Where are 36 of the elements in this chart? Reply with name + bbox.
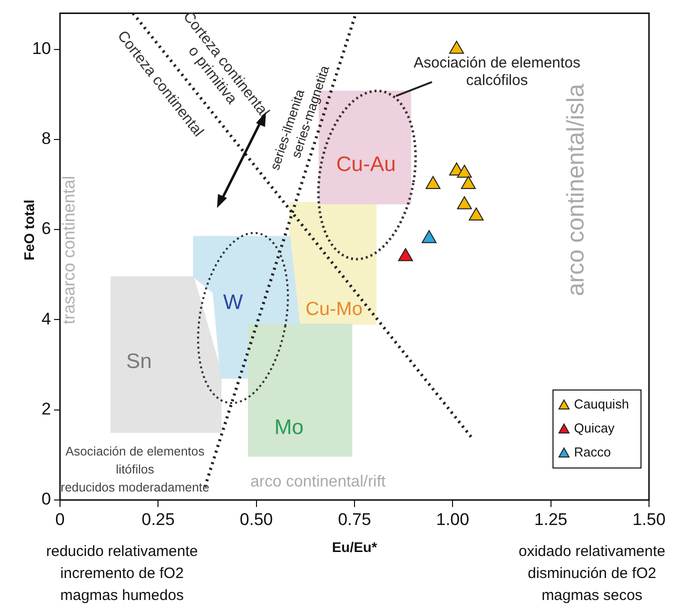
x-tick-label: 0.50 [240, 510, 273, 529]
legend-label: Quicay [574, 420, 615, 436]
point [426, 176, 440, 189]
y-axis-title: FeO total [20, 200, 37, 260]
point [468, 208, 484, 221]
annotation: trasarco continental [60, 176, 79, 324]
annotation: arco continental/rift [250, 473, 386, 490]
point [449, 40, 464, 54]
y-tick-label: 4 [42, 309, 51, 328]
y-tick-label: 6 [42, 219, 51, 238]
y-tick-label: 0 [42, 490, 51, 509]
x-tick-label: 1.50 [632, 510, 666, 529]
text: reducido relativamente incremento de fO2 magmas humedos [46, 543, 198, 604]
annotation: Sn [126, 350, 152, 373]
point [457, 196, 472, 210]
text: oxidado relativamente disminución de fO2 magmas secos [518, 543, 666, 604]
y-tick-label: 10 [32, 38, 51, 58]
x-axis-title: Eu/Eu* [332, 538, 378, 555]
y-tick-label: 8 [42, 129, 51, 148]
y-tick-label: 2 [42, 400, 51, 419]
annotation: Mo [274, 416, 304, 439]
x-tick-label: 1.00 [436, 510, 470, 529]
annotation: Asociación de elementos litófilos reducidos moderadamente [60, 444, 210, 494]
x-tick-label: 0 [55, 510, 65, 529]
point [398, 248, 413, 262]
annotation: Cu-Mo [305, 299, 363, 320]
point [457, 164, 472, 178]
x-tick-label: 1.25 [534, 510, 568, 529]
x-tick-label: 0.25 [142, 510, 175, 529]
annotation: Cu-Au [336, 152, 396, 176]
annotation: W [223, 290, 244, 314]
x-tick-label: 0.75 [338, 510, 372, 529]
point [422, 230, 437, 244]
legend-label: Racco [574, 444, 611, 460]
point [460, 176, 476, 189]
legend-label: Cauquish [574, 396, 629, 412]
